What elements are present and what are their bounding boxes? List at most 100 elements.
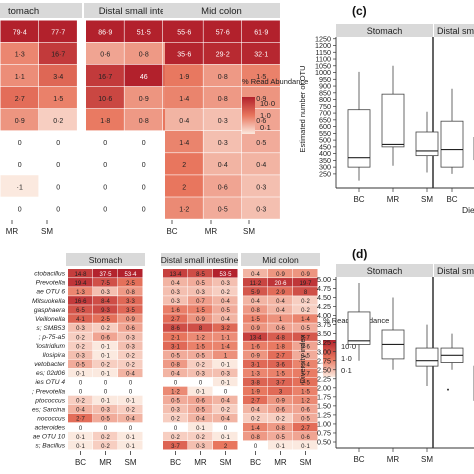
- heatmap-cell: [93, 404, 118, 414]
- heatmap-cell: [268, 395, 293, 405]
- row-label: 'lostridium: [36, 343, 66, 350]
- cell-label: 1·1: [221, 335, 230, 341]
- heatmap-cell: [118, 287, 143, 296]
- heatmap-cell: [213, 269, 238, 278]
- heatmap-cell: [39, 86, 77, 109]
- legend-tick-label: 10·0: [260, 99, 275, 108]
- cell-label: 1·8: [276, 344, 285, 350]
- heatmap-cell: [293, 377, 318, 387]
- heatmap-cell: [124, 108, 163, 131]
- heatmap-cell: [293, 305, 318, 314]
- heatmap-cell: [68, 359, 93, 369]
- heatmap-cell: [68, 404, 93, 414]
- cell-label: 0·4: [256, 162, 266, 169]
- heatmap-cell: [243, 278, 268, 287]
- cell-label: 0·2: [76, 399, 85, 405]
- heatmap-cell: [68, 305, 93, 314]
- x-tick-label: MR: [387, 455, 400, 464]
- y-tick-label: 3.25: [317, 338, 331, 347]
- heatmap-cell: [163, 395, 188, 405]
- y-tick-label: 1200: [315, 41, 331, 50]
- facet-strip: [336, 24, 433, 37]
- cell-label: 0·8: [251, 435, 260, 441]
- cell-label: 55·6: [177, 30, 191, 37]
- cell-label: 0: [142, 206, 146, 213]
- y-tick-label: 400: [319, 149, 331, 158]
- heatmap-cell: [242, 153, 280, 175]
- cell-label: 0·1: [126, 399, 135, 405]
- cell-label: 35·6: [177, 52, 191, 59]
- cell-label: 13·4: [169, 272, 182, 278]
- heatmap-cell: [124, 86, 163, 109]
- heatmap-cell: [118, 305, 143, 314]
- cell-label: 0·1: [221, 362, 230, 368]
- cell-label: 1·8: [100, 118, 110, 125]
- x-tick-label: SM: [220, 458, 232, 467]
- row-label: vetobacter: [34, 361, 66, 368]
- cell-label: 1·3: [76, 290, 85, 296]
- cell-label: 0·2: [301, 308, 310, 314]
- facet-strip: [336, 264, 433, 277]
- heatmap-cell: [213, 314, 238, 323]
- heatmap-cell: [86, 175, 124, 197]
- cell-label: 0·2: [171, 435, 180, 441]
- heatmap-cell: [0, 197, 39, 219]
- cell-label: 11·2: [250, 281, 262, 287]
- facet-strip: [0, 3, 82, 18]
- cell-label: 0·2: [53, 118, 63, 125]
- cell-label: 3·1: [171, 344, 180, 350]
- row-label: gasphaera: [34, 307, 65, 314]
- heatmap-cell: [243, 422, 268, 432]
- heatmap-cell: [243, 413, 268, 423]
- legend-tick-label: 0·1: [341, 366, 352, 375]
- heatmap-cell: [163, 323, 188, 332]
- heatmap-cell: [293, 269, 318, 278]
- cell-label: 3·7: [171, 444, 180, 450]
- row-label: Veillonella: [35, 316, 65, 323]
- heatmap-cell: [243, 431, 268, 441]
- cell-label: 29·2: [216, 52, 230, 59]
- heatmap-cell: [68, 278, 93, 287]
- cell-label: 0·8: [126, 290, 135, 296]
- cell-label: 0·7: [196, 299, 205, 305]
- box-outlier: [447, 388, 449, 391]
- cell-label: 0·3: [171, 408, 180, 414]
- facet-label: Mid colon: [262, 255, 299, 265]
- heatmap-cell: [163, 359, 188, 369]
- heatmap-cell: [68, 422, 93, 432]
- x-tick-label: BC: [75, 458, 86, 467]
- heatmap-cell: [268, 278, 293, 287]
- row-label: Prevotella: [36, 280, 66, 287]
- cell-label: 0·5: [171, 353, 180, 359]
- cell-label: 0: [103, 162, 107, 169]
- x-tick-label: SM: [41, 227, 53, 236]
- cell-label: 37·5: [99, 272, 112, 278]
- cell-label: 2·7: [276, 353, 285, 359]
- cell-label: 61·9: [254, 30, 268, 37]
- cell-label: 3·5: [126, 308, 135, 314]
- cell-label: 16·6: [74, 299, 87, 305]
- heatmap-cell: [188, 377, 213, 387]
- cell-label: 0: [199, 381, 203, 387]
- heatmap-cell: [293, 278, 318, 287]
- cell-label: 0·2: [301, 299, 310, 305]
- heatmap-cell: [293, 332, 318, 341]
- y-tick-label: 800: [319, 95, 331, 104]
- cell-label: 0·9: [251, 326, 260, 332]
- heatmap-cell: [163, 341, 188, 350]
- legend-tick-label: 1·0: [341, 354, 352, 363]
- heatmap-cell: [86, 20, 124, 42]
- cell-label: 1: [279, 317, 283, 323]
- heatmap-cell: [68, 386, 93, 396]
- cell-label: 0: [129, 390, 133, 396]
- cell-label: 0·4: [276, 299, 285, 305]
- cell-label: 0·1: [196, 390, 205, 396]
- cell-label: 1·6: [171, 308, 180, 314]
- heatmap-cell: [243, 287, 268, 296]
- cell-label: 0: [224, 390, 228, 396]
- cell-label: 0·1: [101, 399, 110, 405]
- cell-label: 0·9: [276, 272, 285, 278]
- cell-label: 0·6: [126, 326, 135, 332]
- cell-label: 0·5: [196, 353, 205, 359]
- heatmap-cell: [68, 377, 93, 387]
